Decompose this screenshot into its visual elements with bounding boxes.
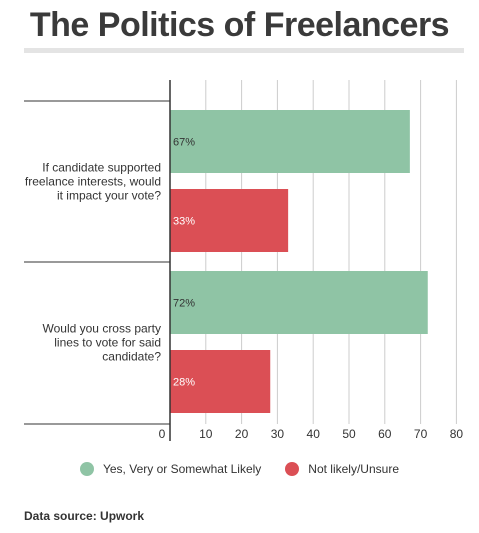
legend-label-likely: Yes, Very or Somewhat Likely [102, 462, 262, 476]
bar-likely-1 [170, 271, 428, 334]
data-label-unlikely-1: 28% [173, 377, 195, 389]
x-tick-label-50: 50 [342, 427, 356, 441]
legend: Yes, Very or Somewhat Likely Not likely/… [0, 462, 479, 476]
x-tick-label-0: 0 [159, 427, 166, 441]
bar-chart: 67% 33% If candidate supported freelance in… [24, 80, 464, 441]
title-underline [24, 48, 464, 53]
chart-title: The Politics of Freelancers [29, 6, 450, 44]
data-source: Data source: Upwork [24, 509, 145, 523]
data-label-likely-1: 72% [173, 298, 195, 310]
legend-item-likely: Yes, Very or Somewhat Likely [79, 462, 262, 476]
x-tick-label-60: 60 [378, 427, 392, 441]
x-tick-label-80: 80 [450, 427, 464, 441]
bar-unlikely-1 [170, 350, 271, 413]
x-tick-label-40: 40 [307, 427, 321, 441]
category-label-0: If candidate supported freelance interest… [25, 161, 161, 203]
legend-label-unlikely: Not likely/Unsure [308, 462, 399, 476]
x-tick-label-10: 10 [199, 427, 213, 441]
category-label-1: Would you cross party lines to vote for s… [43, 322, 162, 364]
bar-unlikely-0 [170, 189, 289, 252]
x-tick-label-30: 30 [271, 427, 285, 441]
x-tick-label-70: 70 [414, 427, 428, 441]
legend-swatch-likely [79, 462, 94, 476]
data-label-unlikely-0: 33% [173, 216, 195, 228]
data-label-likely-0: 67% [173, 137, 195, 149]
bar-likely-0 [170, 110, 410, 173]
x-tick-label-20: 20 [235, 427, 249, 441]
legend-item-unlikely: Not likely/Unsure [285, 462, 399, 476]
legend-swatch-unlikely [285, 462, 300, 476]
